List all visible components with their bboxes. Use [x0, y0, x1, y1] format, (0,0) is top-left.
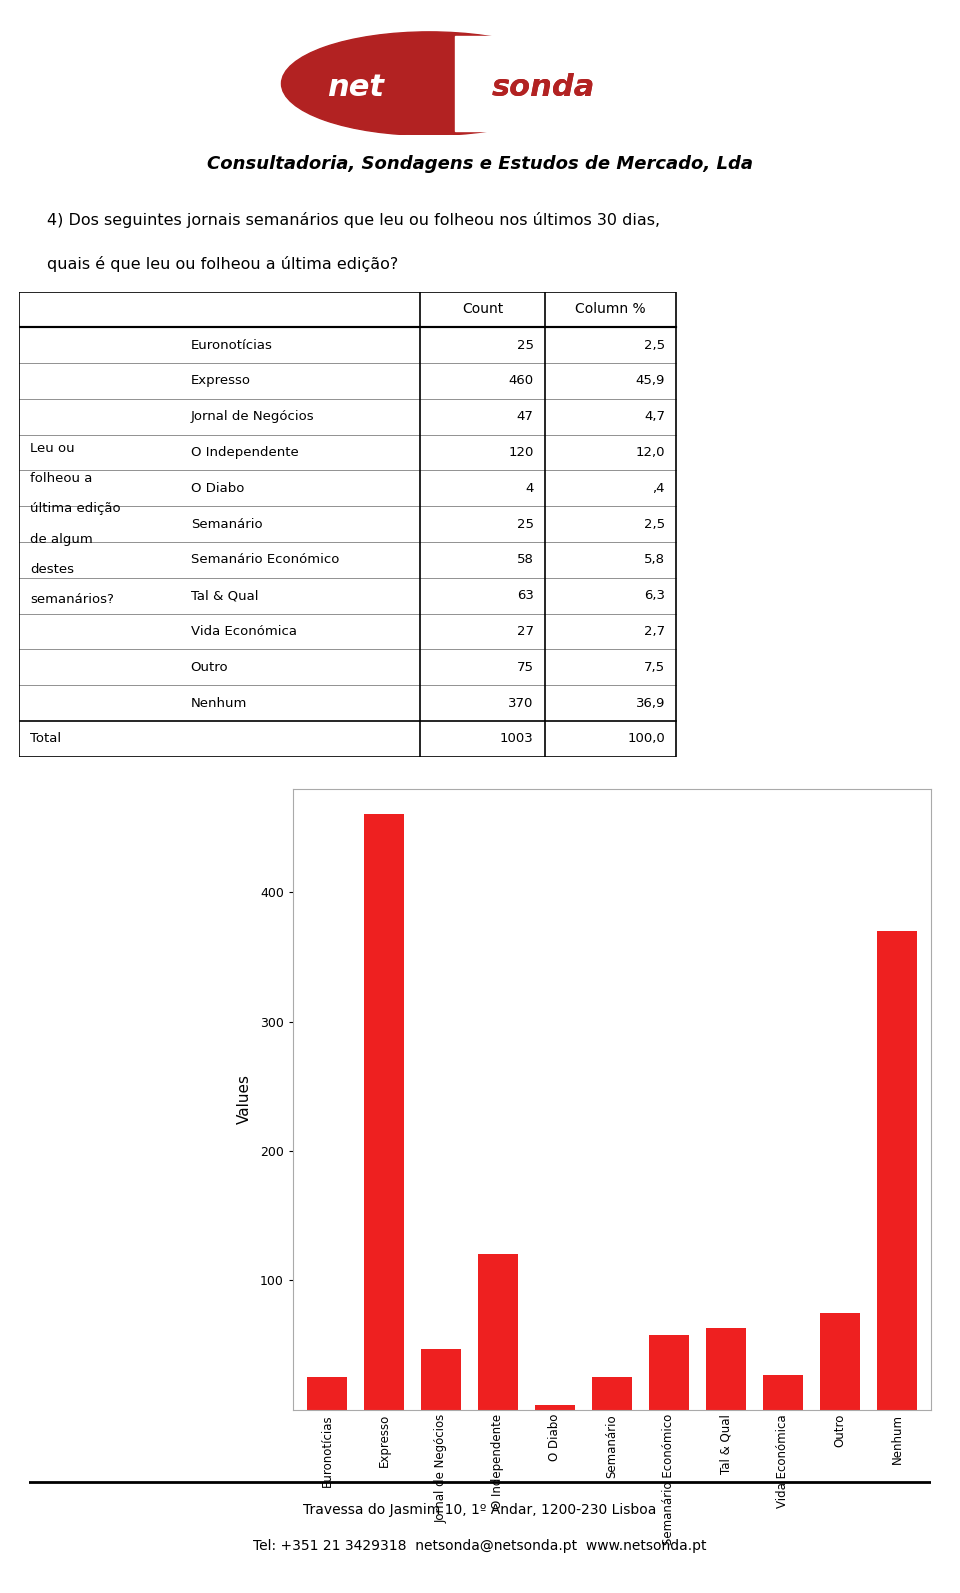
Bar — [364, 814, 404, 1410]
Text: última edição: última edição — [30, 502, 121, 516]
Text: Tal & Qual: Tal & Qual — [191, 589, 258, 602]
Text: 5,8: 5,8 — [644, 553, 665, 567]
Bar — [421, 1349, 461, 1410]
Bar — [820, 1313, 860, 1410]
Text: sonda: sonda — [492, 73, 595, 102]
Text: Consultadoria, Sondagens e Estudos de Mercado, Lda: Consultadoria, Sondagens e Estudos de Me… — [207, 155, 753, 174]
Text: 4) Dos seguintes jornais semanários que leu ou folheou nos últimos 30 dias,: 4) Dos seguintes jornais semanários que … — [47, 212, 660, 228]
Bar — [455, 35, 691, 131]
Text: 45,9: 45,9 — [636, 374, 665, 387]
Text: Travessa do Jasmim 10, 1º Andar, 1200-230 Lisboa: Travessa do Jasmim 10, 1º Andar, 1200-23… — [303, 1504, 657, 1517]
Bar — [877, 930, 917, 1410]
Text: 2,5: 2,5 — [644, 518, 665, 530]
Text: folheou a: folheou a — [30, 472, 92, 486]
Text: Semanário: Semanário — [191, 518, 262, 530]
Text: semanários?: semanários? — [30, 593, 114, 607]
Text: Outro: Outro — [191, 661, 228, 674]
Bar — [763, 1375, 803, 1410]
Text: 25: 25 — [516, 518, 534, 530]
Text: 36,9: 36,9 — [636, 696, 665, 709]
Text: Leu ou: Leu ou — [30, 441, 75, 456]
Text: 7,5: 7,5 — [644, 661, 665, 674]
Text: sonda: sonda — [492, 73, 595, 102]
Text: Tel: +351 21 3429318  netsonda@netsonda.pt  www.netsonda.pt: Tel: +351 21 3429318 netsonda@netsonda.p… — [253, 1539, 707, 1553]
Bar — [478, 1255, 518, 1410]
Text: 100,0: 100,0 — [627, 733, 665, 746]
Text: 25: 25 — [516, 339, 534, 352]
Text: 27: 27 — [516, 624, 534, 637]
Text: destes: destes — [30, 562, 74, 577]
Text: 1003: 1003 — [500, 733, 534, 746]
Text: 4: 4 — [525, 481, 534, 495]
Text: 460: 460 — [509, 374, 534, 387]
Bar — [535, 1405, 575, 1410]
Y-axis label: Values: Values — [236, 1074, 252, 1125]
Text: 58: 58 — [516, 553, 534, 567]
Text: Count: Count — [462, 303, 503, 317]
Text: 4,7: 4,7 — [644, 411, 665, 424]
Text: Column %: Column % — [575, 303, 645, 317]
Text: de algum: de algum — [30, 532, 93, 546]
Text: 370: 370 — [508, 696, 534, 709]
Text: Expresso: Expresso — [191, 374, 251, 387]
Bar — [706, 1329, 746, 1410]
Bar — [649, 1335, 689, 1410]
Text: 2,5: 2,5 — [644, 339, 665, 352]
Text: 47: 47 — [516, 411, 534, 424]
Text: 2,7: 2,7 — [644, 624, 665, 637]
Text: 63: 63 — [516, 589, 534, 602]
Text: Total: Total — [30, 733, 61, 746]
Text: O Diabo: O Diabo — [191, 481, 244, 495]
Text: 120: 120 — [508, 446, 534, 459]
Text: Jornal de Negócios: Jornal de Negócios — [191, 411, 314, 424]
Text: Euronotícias: Euronotícias — [191, 339, 273, 352]
Text: 6,3: 6,3 — [644, 589, 665, 602]
Text: ,4: ,4 — [653, 481, 665, 495]
Text: quais é que leu ou folheou a última edição?: quais é que leu ou folheou a última ediç… — [47, 256, 398, 272]
Text: net: net — [327, 73, 384, 102]
Text: Nenhum: Nenhum — [191, 696, 247, 709]
Polygon shape — [367, 0, 678, 10]
Text: O Independente: O Independente — [191, 446, 299, 459]
Bar — [592, 1378, 632, 1410]
Text: Semanário Económico: Semanário Económico — [191, 553, 339, 567]
Bar — [307, 1378, 347, 1410]
Text: 12,0: 12,0 — [636, 446, 665, 459]
Ellipse shape — [281, 32, 577, 135]
Text: 75: 75 — [516, 661, 534, 674]
Text: Vida Económica: Vida Económica — [191, 624, 297, 637]
